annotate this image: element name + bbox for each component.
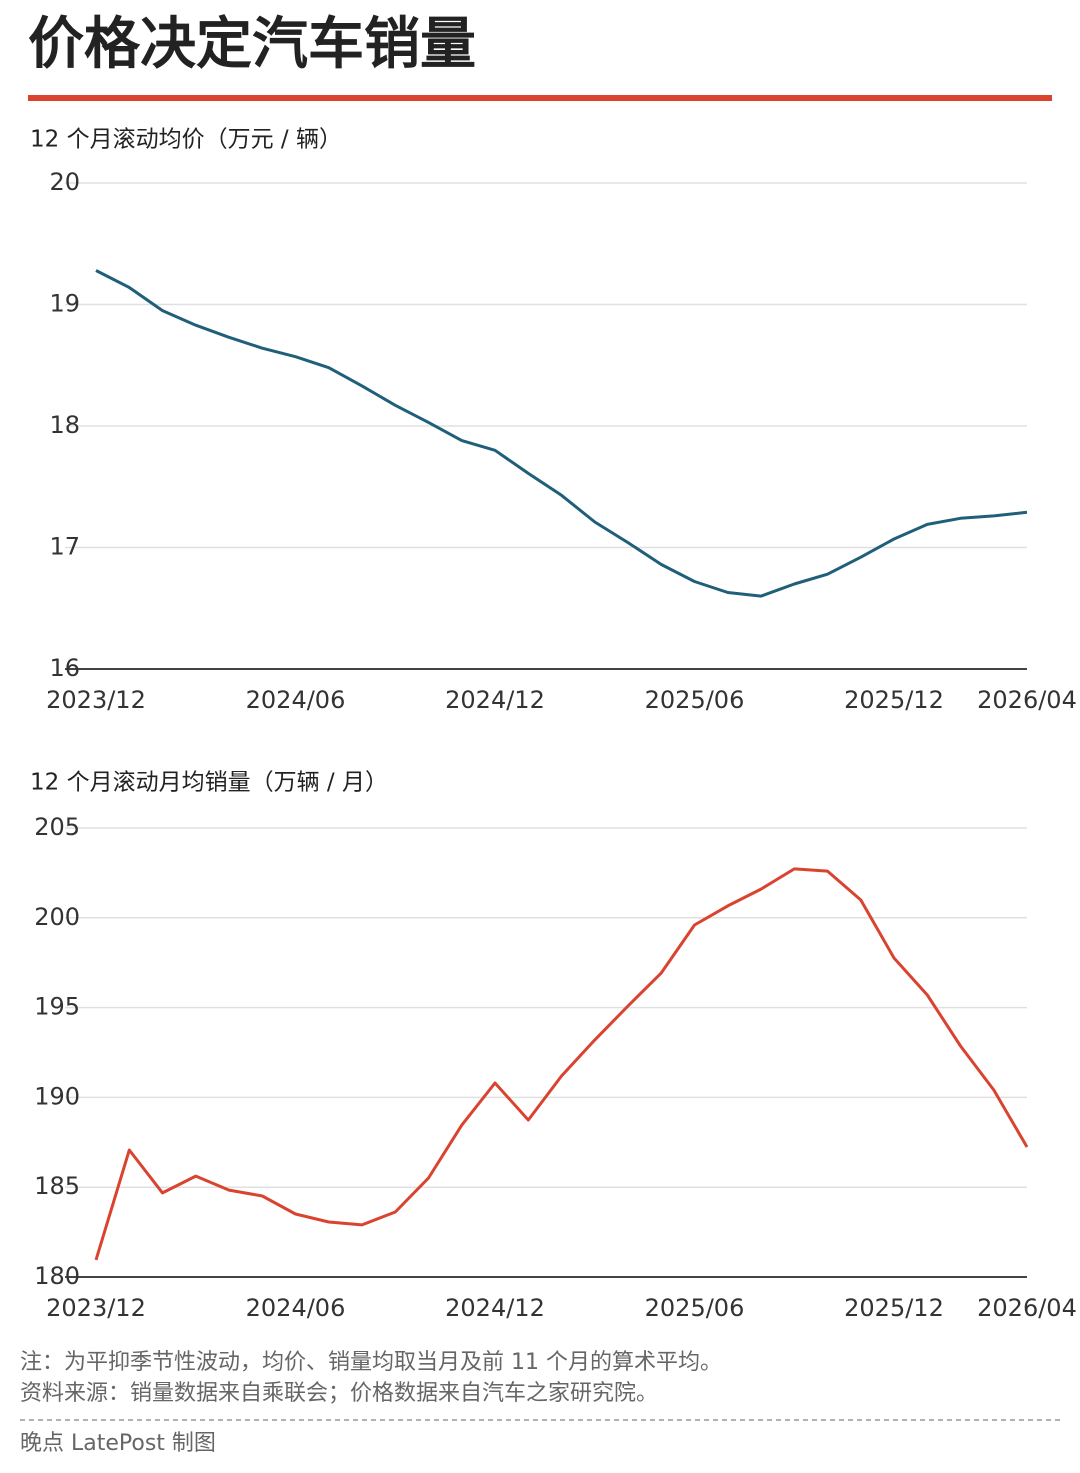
y-tick-label: 180 xyxy=(34,1262,80,1290)
note: 注：为平抑季节性波动，均价、销量均取当月及前 11 个月的算术平均。 xyxy=(20,1350,722,1375)
x-tick-label: 2023/12 xyxy=(46,1294,146,1322)
x-tick-label: 2026/04 xyxy=(977,1294,1077,1322)
x-tick-label: 2024/12 xyxy=(445,1294,545,1322)
x-tick-label: 2025/12 xyxy=(844,686,944,714)
axis-label: 12 个月滚动均价（万元 / 辆） xyxy=(30,127,342,153)
axis-label: 12 个月滚动月均销量（万辆 / 月） xyxy=(30,770,388,796)
y-tick-label: 195 xyxy=(34,993,80,1021)
y-tick-label: 17 xyxy=(49,533,80,561)
x-tick-label: 2025/06 xyxy=(645,686,745,714)
x-tick-label: 2026/04 xyxy=(977,686,1077,714)
y-tick-label: 19 xyxy=(49,290,80,318)
x-tick-label: 2025/06 xyxy=(645,1294,745,1322)
y-tick-label: 185 xyxy=(34,1172,80,1200)
x-tick-label: 2025/12 xyxy=(844,1294,944,1322)
x-tick-label: 2024/12 xyxy=(445,686,545,714)
y-tick-label: 18 xyxy=(49,411,80,439)
y-tick-label: 16 xyxy=(49,654,80,682)
source: 资料来源：销量数据来自乘联会；价格数据来自汽车之家研究院。 xyxy=(20,1381,658,1406)
y-tick-label: 190 xyxy=(34,1082,80,1110)
page-title: 价格决定汽车销量 xyxy=(28,12,476,77)
data-line xyxy=(94,867,1029,1261)
y-tick-label: 20 xyxy=(49,168,80,196)
y-tick-label: 200 xyxy=(34,903,80,931)
y-tick-label: 205 xyxy=(34,813,80,841)
x-tick-label: 2024/06 xyxy=(246,686,346,714)
data-line xyxy=(95,269,1028,598)
credit: 晚点 LatePost 制图 xyxy=(20,1431,216,1456)
x-tick-label: 2024/06 xyxy=(246,1294,346,1322)
x-tick-label: 2023/12 xyxy=(46,686,146,714)
title-rule xyxy=(28,95,1052,101)
